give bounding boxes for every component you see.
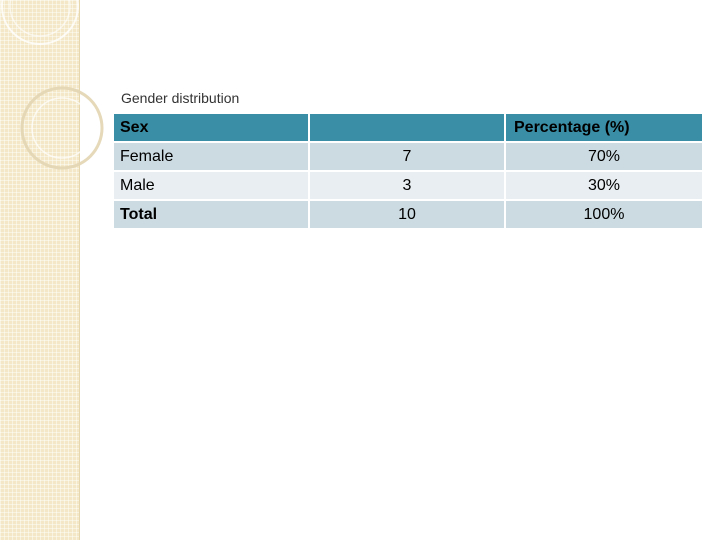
- table-row: Female 7 70%: [114, 143, 702, 170]
- cell-percentage: 30%: [506, 172, 702, 199]
- table-header-row: Sex Percentage (%): [114, 114, 702, 141]
- decorative-sidebar: [0, 0, 80, 540]
- decorative-circles: [1, 0, 104, 170]
- cell-count: 3: [310, 172, 504, 199]
- cell-count: 10: [310, 201, 504, 228]
- table-row-total: Total 10 100%: [114, 201, 702, 228]
- header-sex: Sex: [114, 114, 308, 141]
- cell-percentage: 100%: [506, 201, 702, 228]
- header-percentage: Percentage (%): [506, 114, 702, 141]
- gender-distribution-table: Sex Percentage (%) Female 7 70% Male 3 3…: [112, 112, 704, 230]
- cell-count: 7: [310, 143, 504, 170]
- cell-sex: Female: [114, 143, 308, 170]
- header-count: [310, 114, 504, 141]
- cell-sex: Total: [114, 201, 308, 228]
- table-row: Male 3 30%: [114, 172, 702, 199]
- cell-sex: Male: [114, 172, 308, 199]
- table-caption: Gender distribution: [121, 90, 240, 106]
- cell-percentage: 70%: [506, 143, 702, 170]
